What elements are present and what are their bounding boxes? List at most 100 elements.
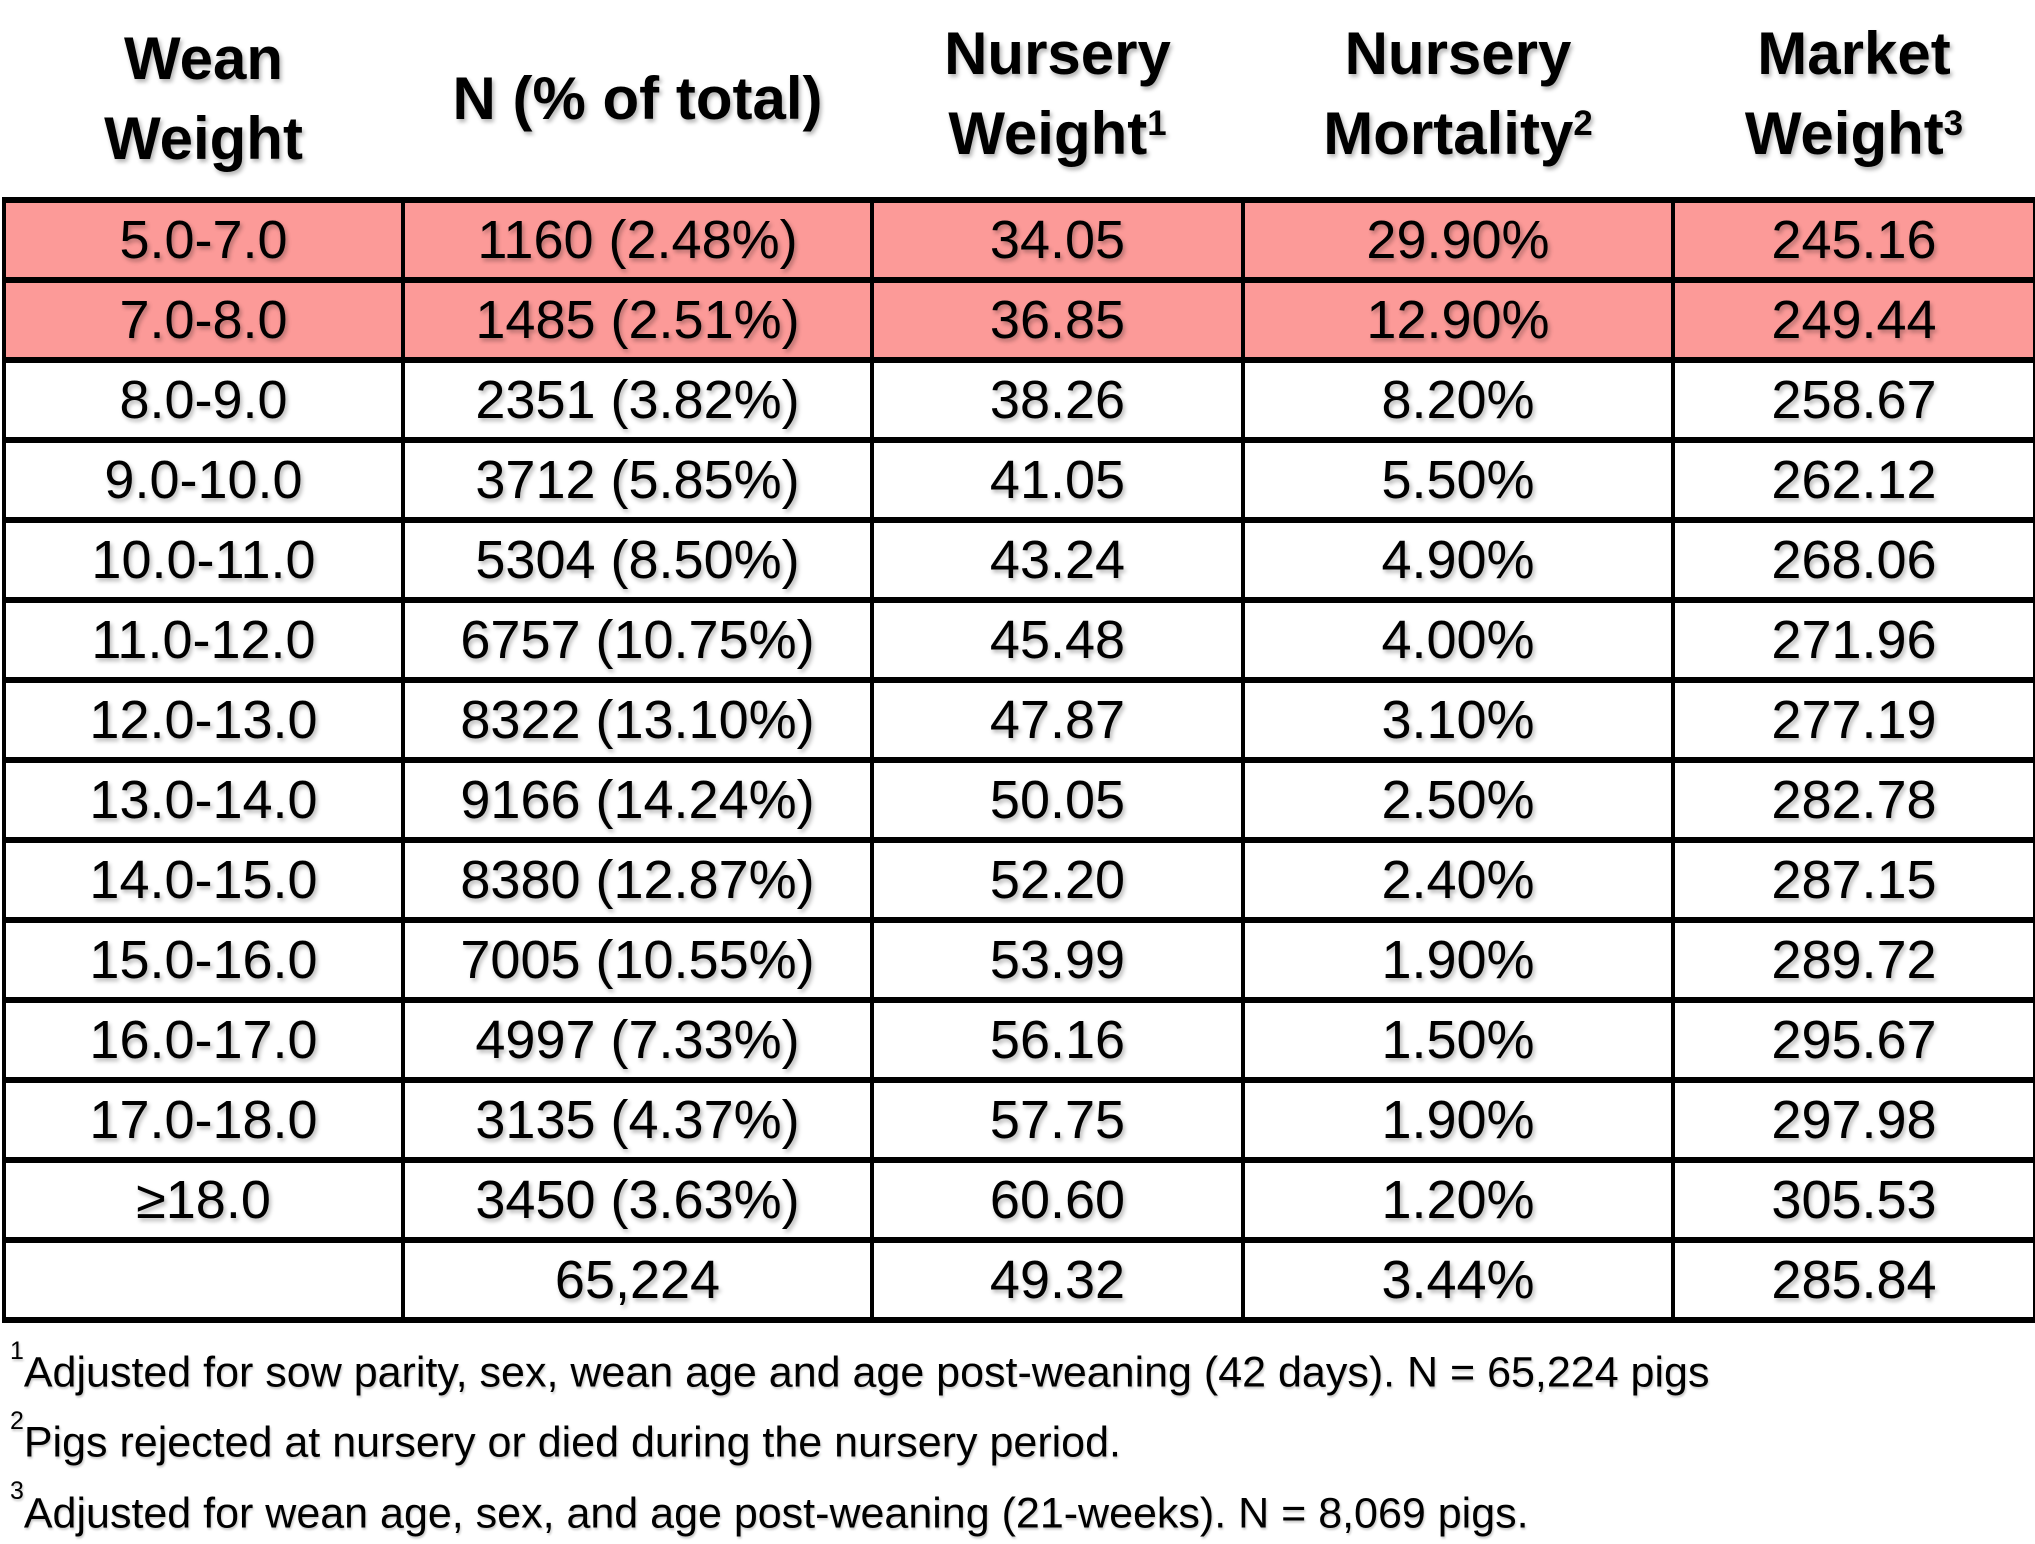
table-cell: 29.90%: [1241, 197, 1675, 283]
table-cell: 1.50%: [1241, 997, 1675, 1083]
table-cell: 268.06: [1671, 517, 2035, 603]
table-cell: 2.50%: [1241, 757, 1675, 843]
table-row: 16.0-17.0 4997 (7.33%) 56.16 1.50% 295.67: [2, 997, 2035, 1083]
table-cell: 56.16: [870, 997, 1245, 1083]
table-cell: 4.90%: [1241, 517, 1675, 603]
table-header: Wean Weight N (% of total) Nursery Weight1 Nu…: [4, 0, 2035, 200]
table-cell: 1.90%: [1241, 1077, 1675, 1163]
table-cell: 1.90%: [1241, 917, 1675, 1003]
table-row: 15.0-16.0 7005 (10.55%) 53.99 1.90% 289.72: [2, 917, 2035, 1003]
table-cell: 8.20%: [1241, 357, 1675, 443]
table-row: 14.0-15.0 8380 (12.87%) 52.20 2.40% 287.15: [2, 837, 2035, 923]
table-row: 9.0-10.0 3712 (5.85%) 41.05 5.50% 262.12: [2, 437, 2035, 523]
table-cell: 9166 (14.24%): [401, 757, 874, 843]
table-cell: 47.87: [870, 677, 1245, 763]
table-cell: 16.0-17.0: [2, 997, 405, 1083]
table-cell: 14.0-15.0: [2, 837, 405, 923]
table-cell: 2.40%: [1241, 837, 1675, 923]
column-header: Nursery Mortality2: [1243, 0, 1673, 200]
table-cell: 249.44: [1671, 277, 2035, 363]
footnote-text: Adjusted for sow parity, sex, wean age a…: [23, 1348, 1710, 1397]
column-header: Market Weight3: [1673, 0, 2035, 200]
table-cell: 3712 (5.85%): [401, 437, 874, 523]
table-cell: 7005 (10.55%): [401, 917, 874, 1003]
table-row: 13.0-14.0 9166 (14.24%) 50.05 2.50% 282.78: [2, 757, 2035, 843]
table-cell: 1.20%: [1241, 1157, 1675, 1243]
table-cell: 41.05: [870, 437, 1245, 523]
footnote-text: Adjusted for wean age, sex, and age post…: [23, 1488, 1529, 1537]
footnote: 2Pigs rejected at nursery or died during…: [10, 1403, 2035, 1473]
table-cell: 262.12: [1671, 437, 2035, 523]
table-cell: 6757 (10.75%): [401, 597, 874, 683]
footnote: 3Adjusted for wean age, sex, and age pos…: [10, 1474, 2035, 1544]
table-row: 10.0-11.0 5304 (8.50%) 43.24 4.90% 268.06: [2, 517, 2035, 603]
table-cell: 4997 (7.33%): [401, 997, 874, 1083]
column-header-superscript: 2: [1573, 103, 1593, 143]
table-cell: 271.96: [1671, 597, 2035, 683]
table-cell: 45.48: [870, 597, 1245, 683]
column-header-line: N (% of total): [452, 64, 823, 132]
footnote-text: Pigs rejected at nursery or died during …: [23, 1418, 1121, 1467]
table-cell: 53.99: [870, 917, 1245, 1003]
column-header-line: Weight: [104, 104, 303, 172]
table-cell: 7.0-8.0: [2, 277, 405, 363]
table-cell: 36.85: [870, 277, 1245, 363]
column-header-line: Mortality2: [1323, 100, 1593, 167]
table-cell: 3135 (4.37%): [401, 1077, 874, 1163]
table-cell: 295.67: [1671, 997, 2035, 1083]
column-header-line: Nursery: [944, 20, 1171, 87]
column-header-superscript: 1: [1147, 103, 1167, 143]
column-header-line: Market: [1757, 20, 1951, 87]
table-cell: ≥18.0: [2, 1157, 405, 1243]
table-cell: 245.16: [1671, 197, 2035, 283]
table-cell: 12.0-13.0: [2, 677, 405, 763]
table-cell: 52.20: [870, 837, 1245, 923]
table-cell: 65,224: [401, 1237, 874, 1323]
table-cell: 8.0-9.0: [2, 357, 405, 443]
table-cell: 4.00%: [1241, 597, 1675, 683]
footnote-superscript: 1: [10, 1336, 24, 1365]
table-cell: 258.67: [1671, 357, 2035, 443]
table-cell: 43.24: [870, 517, 1245, 603]
table-cell: 3.10%: [1241, 677, 1675, 763]
footnote: 1Adjusted for sow parity, sex, wean age …: [10, 1333, 2035, 1403]
table-cell: 5.0-7.0: [2, 197, 405, 283]
column-header-line: Weight1: [948, 100, 1167, 167]
table-row: 8.0-9.0 2351 (3.82%) 38.26 8.20% 258.67: [2, 357, 2035, 443]
table-cell: 38.26: [870, 357, 1245, 443]
table-cell: 11.0-12.0: [2, 597, 405, 683]
column-header: N (% of total): [403, 0, 872, 200]
column-header-line: Nursery: [1344, 20, 1572, 87]
footnote-superscript: 3: [10, 1477, 24, 1506]
table-cell: 57.75: [870, 1077, 1245, 1163]
table-cell: 17.0-18.0: [2, 1077, 405, 1163]
table-cell: 50.05: [870, 757, 1245, 843]
table-cell: 5304 (8.50%): [401, 517, 874, 603]
wean-weight-table: Wean Weight N (% of total) Nursery Weight1 Nu…: [2, 0, 2035, 1323]
table-cell: 1160 (2.48%): [401, 197, 874, 283]
header-row: Wean Weight N (% of total) Nursery Weight1 Nu…: [4, 0, 2035, 200]
column-header-superscript: 3: [1943, 103, 1964, 143]
table-cell: 1485 (2.51%): [401, 277, 874, 363]
table-body: 5.0-7.0 1160 (2.48%) 34.05 29.90% 245.16 7.0-…: [2, 197, 2035, 1323]
table-cell: 2351 (3.82%): [401, 357, 874, 443]
table-row: 12.0-13.0 8322 (13.10%) 47.87 3.10% 277.19: [2, 677, 2035, 763]
column-header-line: Weight3: [1744, 100, 1964, 167]
table-cell: 8322 (13.10%): [401, 677, 874, 763]
table-cell: 289.72: [1671, 917, 2035, 1003]
table-cell: 285.84: [1671, 1237, 2035, 1323]
table-cell: 13.0-14.0: [2, 757, 405, 843]
table-cell: 10.0-11.0: [2, 517, 405, 603]
table-cell: [2, 1237, 405, 1323]
table-cell: 282.78: [1671, 757, 2035, 843]
footnotes: 1Adjusted for sow parity, sex, wean age …: [0, 1323, 2035, 1544]
column-header-line: Wean: [124, 24, 283, 92]
table-cell: 277.19: [1671, 677, 2035, 763]
table-cell: 3.44%: [1241, 1237, 1675, 1323]
footnote-superscript: 2: [10, 1406, 24, 1435]
table-cell: 49.32: [870, 1237, 1245, 1323]
table-row: 5.0-7.0 1160 (2.48%) 34.05 29.90% 245.16: [2, 197, 2035, 283]
table-row: 7.0-8.0 1485 (2.51%) 36.85 12.90% 249.44: [2, 277, 2035, 363]
table-cell: 297.98: [1671, 1077, 2035, 1163]
